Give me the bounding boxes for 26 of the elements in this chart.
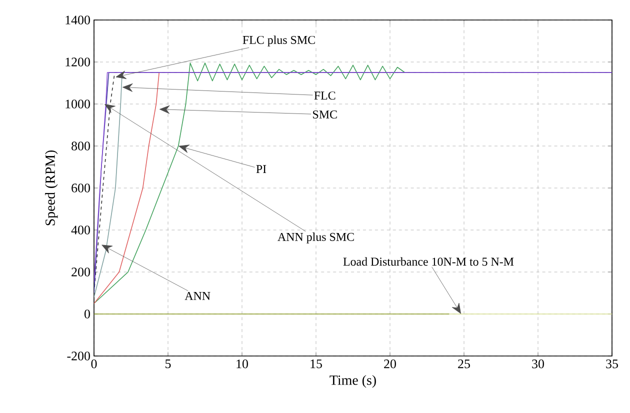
annotation: ANN plus SMC [278,232,354,244]
x-tick-label: 15 [310,360,322,368]
annotation: PI [256,165,266,174]
x-tick-label: 35 [606,360,618,368]
y-tick-label: 1200 [66,58,90,66]
y-tick-label: -200 [67,352,90,360]
y-tick-label: 0 [84,310,90,318]
y-tick-label: 200 [72,268,90,276]
y-tick-label: 1400 [66,16,90,24]
annotation: FLC [314,92,336,100]
annotation: SMC [313,110,337,119]
annotation: FLC plus SMC [242,36,315,46]
x-tick-label: 10 [236,360,248,368]
x-tick-label: 30 [532,360,544,368]
y-axis-title: Speed (RPM) [45,150,58,226]
x-tick-label: 20 [384,360,396,368]
x-axis-title: Time (s) [330,375,376,388]
x-tick-label: 0 [91,360,97,368]
x-tick-label: 25 [458,360,470,368]
annotation: Load Disturbance 10N-M to 5 N-M [343,257,514,266]
x-tick-label: 5 [166,360,171,368]
y-tick-label: 400 [71,226,90,234]
y-tick-label: 1000 [66,100,90,108]
y-tick-label: 800 [72,142,90,150]
y-tick-label: 600 [72,184,90,192]
annotation: ANN [184,292,210,300]
